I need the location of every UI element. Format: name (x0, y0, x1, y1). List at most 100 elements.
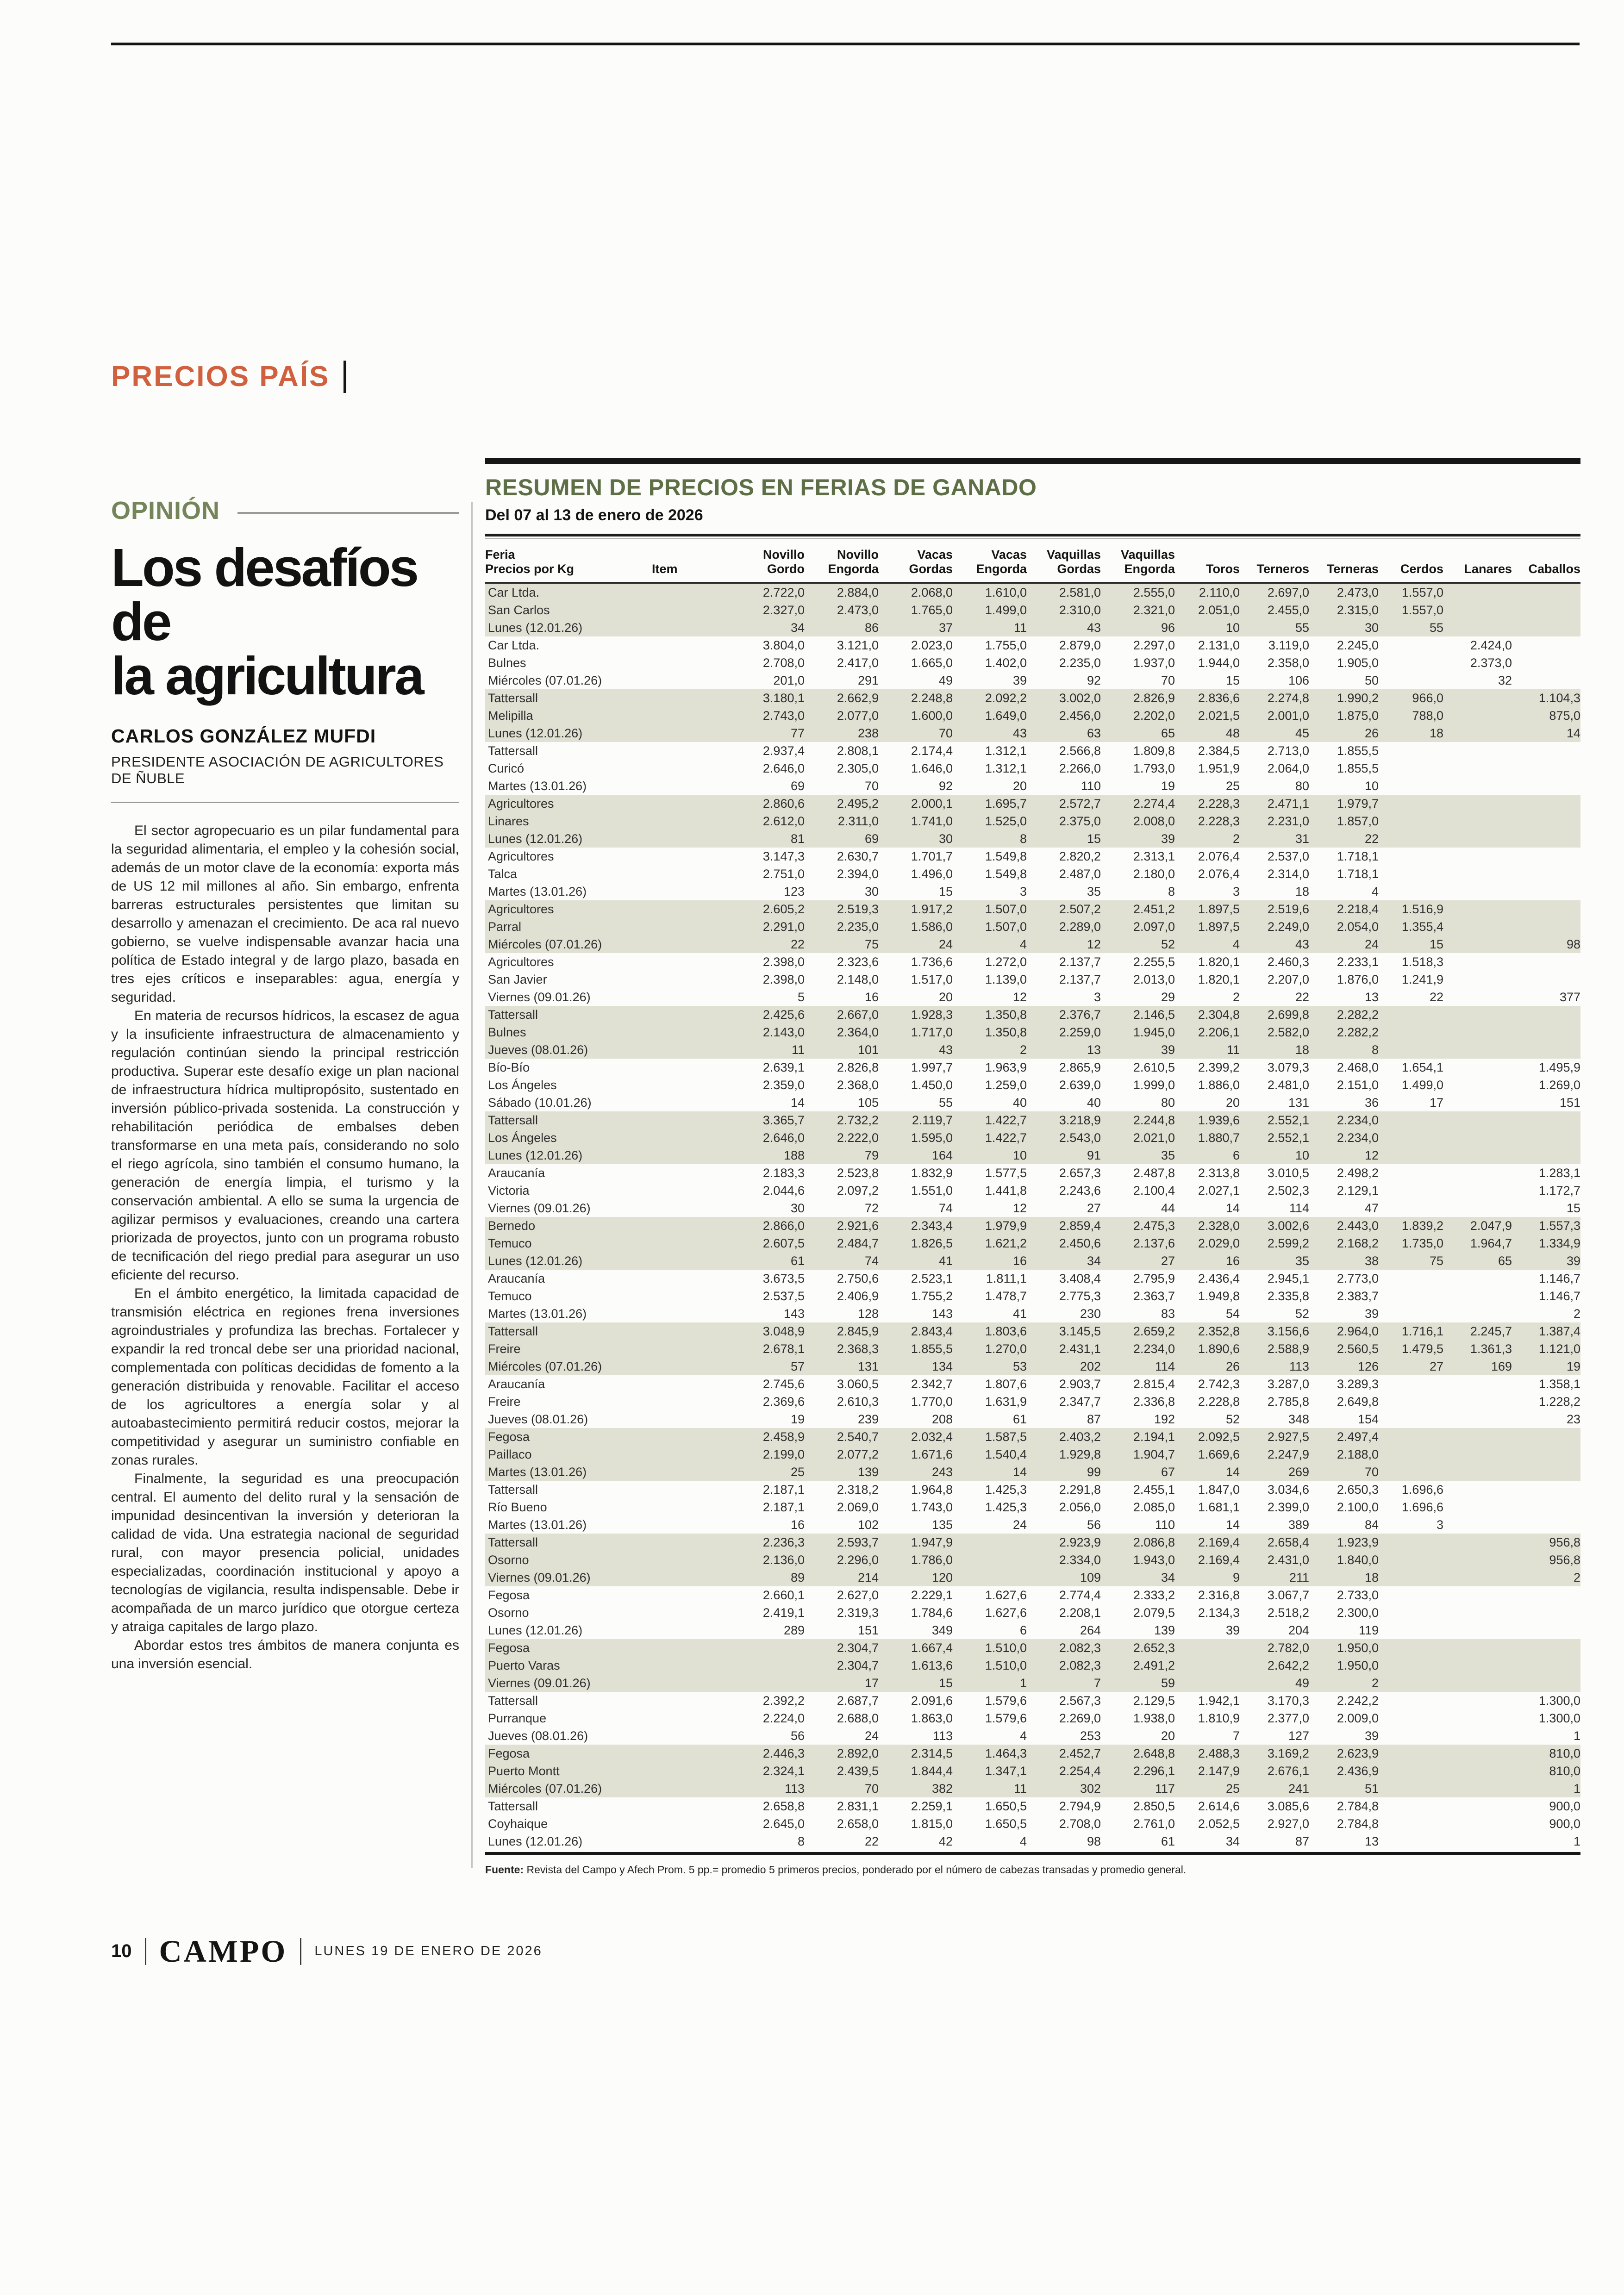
value-cell: 48 (1225, 726, 1240, 740)
value-cell: 2.291,0 (762, 919, 805, 934)
value-cell (1443, 953, 1512, 971)
value-cell: 1.312,1 (985, 743, 1027, 758)
value-cell: 34 (1225, 1834, 1240, 1848)
value-cell (1443, 1094, 1512, 1111)
value-cell: 2.593,7 (837, 1535, 879, 1549)
value-cell: 2.642,2 (1267, 1658, 1309, 1672)
value-cell: 2.247,9 (1267, 1447, 1309, 1461)
value-cell: 1.347,1 (985, 1764, 1027, 1778)
feria-cell: Fegosa (488, 1640, 530, 1655)
value-cell: 2.266,0 (1059, 761, 1101, 775)
value-cell (652, 1059, 731, 1076)
value-cell: 2.460,3 (1267, 954, 1309, 969)
table-row: Martes (13.01.26) 16 102 135 24 56 110 14 389 84 3 (485, 1516, 1580, 1534)
value-cell: 2.688,0 (837, 1711, 879, 1725)
value-cell: 18 (1295, 1042, 1309, 1057)
value-cell: 2.131,0 (1198, 638, 1240, 652)
value-cell (1512, 1586, 1580, 1604)
value-cell: 120 (931, 1570, 953, 1584)
value-cell: 1.241,9 (1401, 972, 1443, 986)
value-cell: 2.879,0 (1059, 638, 1101, 652)
headline-line-2: la agricultura (111, 646, 424, 706)
value-cell: 3.804,0 (762, 638, 805, 652)
value-cell: 2.021,0 (1133, 1130, 1175, 1145)
table-row: Jueves (08.01.26) 19 239 208 61 87 192 52 348 154… (485, 1410, 1580, 1428)
value-cell: 1.880,7 (1198, 1130, 1240, 1145)
value-cell: 1.654,1 (1401, 1060, 1443, 1074)
table-row: Puerto Montt 2.324,1 2.439,5 1.844,4 1.347,1… (485, 1762, 1580, 1780)
feria-cell: Viernes (09.01.26) (488, 1201, 591, 1215)
value-cell (1512, 795, 1580, 812)
value-cell: 39 (1566, 1254, 1580, 1268)
value-cell: 2.481,0 (1267, 1078, 1309, 1092)
value-cell: 2.455,1 (1133, 1482, 1175, 1497)
value-cell: 2.304,7 (837, 1640, 879, 1655)
value-cell: 1.312,1 (985, 761, 1027, 775)
feria-cell: Agricultores (488, 849, 554, 863)
value-cell (1512, 848, 1580, 865)
value-cell: 2.229,1 (911, 1588, 953, 1602)
value-cell: 11 (1013, 1781, 1027, 1796)
col-header-toros: Toros (1175, 541, 1240, 584)
value-cell: 2.052,5 (1198, 1816, 1240, 1831)
opinion-kicker: OPINIÓN (111, 497, 220, 524)
table-row: Martes (13.01.26) 69 70 92 20 110 19 25 80 10 (485, 777, 1580, 795)
value-cell: 87 (1087, 1412, 1101, 1426)
value-cell: 2.233,1 (1337, 954, 1379, 969)
value-cell: 4 (1232, 937, 1240, 951)
feria-cell: San Carlos (488, 603, 550, 617)
value-cell: 956,8 (1549, 1535, 1580, 1549)
value-cell: 382 (931, 1781, 953, 1796)
value-cell: 1.770,0 (911, 1394, 953, 1409)
feria-cell: Tattersall (488, 1799, 538, 1813)
value-cell (1512, 918, 1580, 935)
value-cell: 3.170,3 (1267, 1693, 1309, 1708)
value-cell (1443, 830, 1512, 848)
value-cell: 1.944,0 (1198, 655, 1240, 670)
value-cell: 2.373,0 (1470, 655, 1512, 670)
value-cell: 1.627,6 (985, 1605, 1027, 1620)
value-cell (1512, 1498, 1580, 1516)
value-cell: 2.289,0 (1059, 919, 1101, 934)
page-top-rule (111, 43, 1580, 45)
value-cell: 2.143,0 (762, 1025, 805, 1039)
newspaper-masthead: CAMPO (159, 1933, 287, 1969)
value-cell (1443, 1410, 1512, 1428)
value-cell (1443, 1287, 1512, 1305)
value-cell: 16 (790, 1517, 805, 1532)
value-cell (652, 742, 731, 760)
value-cell: 2.343,4 (911, 1218, 953, 1233)
value-cell (1443, 812, 1512, 830)
value-cell: 47 (1364, 1201, 1379, 1215)
value-cell: 2.097,2 (837, 1183, 879, 1197)
opinion-body: El sector agropecuario es un pilar funda… (111, 822, 459, 1673)
table-row: Río Bueno 2.187,1 2.069,0 1.743,0 1.425,3 2.0… (485, 1498, 1580, 1516)
value-cell: 14 (790, 1095, 805, 1110)
value-cell: 2.424,0 (1470, 638, 1512, 652)
value-cell: 15 (1087, 831, 1101, 846)
feria-cell: Viernes (09.01.26) (488, 990, 591, 1004)
value-cell: 2 (1232, 831, 1240, 846)
feria-cell: Martes (13.01.26) (488, 1465, 587, 1479)
value-cell: 1.809,8 (1133, 743, 1175, 758)
value-cell (953, 1569, 1027, 1586)
value-cell (1175, 1657, 1240, 1674)
table-row: Martes (13.01.26) 123 30 15 3 35 8 3 18 4 (485, 883, 1580, 900)
value-cell: 1.139,0 (985, 972, 1027, 986)
value-cell: 2.599,2 (1267, 1236, 1309, 1250)
value-cell: 1.917,2 (911, 902, 953, 916)
value-cell: 1.945,0 (1133, 1025, 1175, 1039)
value-cell: 2.187,1 (762, 1500, 805, 1514)
value-cell: 2.923,9 (1059, 1535, 1101, 1549)
value-cell: 2.009,0 (1337, 1711, 1379, 1725)
value-cell (652, 795, 731, 812)
col-header-vacas-engorda: Vacas Engorda (953, 541, 1027, 584)
value-cell: 143 (783, 1306, 805, 1321)
value-cell: 2.552,1 (1267, 1113, 1309, 1127)
opinion-author: CARLOS GONZÁLEZ MUFDI (111, 725, 376, 747)
value-cell: 25 (1225, 1781, 1240, 1796)
value-cell (731, 1639, 805, 1657)
value-cell: 1.807,6 (985, 1377, 1027, 1391)
value-cell: 2.658,4 (1267, 1535, 1309, 1549)
value-cell: 2.722,0 (762, 585, 805, 599)
